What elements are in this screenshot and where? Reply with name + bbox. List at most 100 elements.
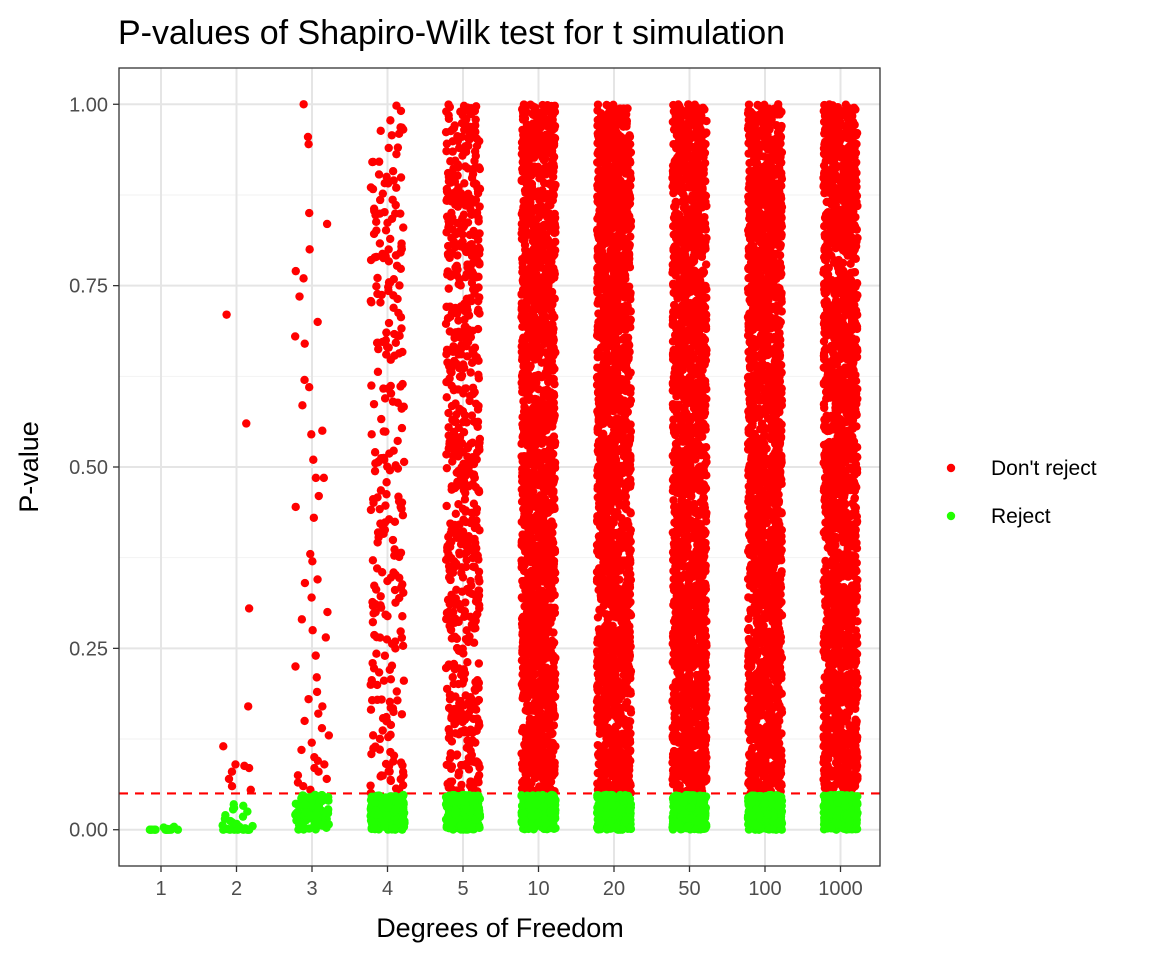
point-dont-reject xyxy=(376,772,385,781)
point-dont-reject xyxy=(399,223,408,232)
point-dont-reject xyxy=(372,282,381,291)
point-dont-reject xyxy=(222,310,231,319)
point-dont-reject xyxy=(533,766,542,775)
point-dont-reject xyxy=(370,581,379,590)
point-dont-reject xyxy=(393,696,402,705)
point-dont-reject xyxy=(389,446,398,455)
point-dont-reject xyxy=(224,774,234,784)
point-dont-reject xyxy=(545,722,554,732)
point-dont-reject xyxy=(308,557,317,566)
point-dont-reject xyxy=(392,149,401,159)
point-dont-reject xyxy=(383,462,392,471)
point-dont-reject xyxy=(533,561,543,571)
point-reject xyxy=(305,811,315,820)
point-dont-reject xyxy=(368,556,378,565)
point-dont-reject xyxy=(444,408,453,418)
point-dont-reject xyxy=(528,237,538,246)
point-dont-reject xyxy=(305,208,314,218)
point-dont-reject xyxy=(538,723,547,733)
point-dont-reject xyxy=(384,245,393,254)
point-dont-reject xyxy=(451,230,461,239)
point-dont-reject xyxy=(463,263,472,272)
point-dont-reject xyxy=(526,361,535,371)
point-dont-reject xyxy=(537,223,546,232)
point-dont-reject xyxy=(474,573,483,583)
point-dont-reject xyxy=(520,508,529,518)
point-dont-reject xyxy=(454,711,464,720)
point-dont-reject xyxy=(535,614,544,623)
point-dont-reject xyxy=(374,668,384,677)
point-dont-reject xyxy=(443,249,453,259)
point-dont-reject xyxy=(374,533,383,542)
point-reject xyxy=(391,805,400,815)
point-dont-reject xyxy=(548,711,557,720)
point-dont-reject xyxy=(313,756,323,766)
point-dont-reject xyxy=(528,265,537,274)
point-dont-reject xyxy=(394,552,404,562)
point-dont-reject xyxy=(546,676,555,685)
point-dont-reject xyxy=(544,500,553,509)
point-dont-reject xyxy=(389,275,399,284)
point-dont-reject xyxy=(396,627,405,636)
point-dont-reject xyxy=(307,593,316,602)
point-reject xyxy=(534,818,544,827)
point-dont-reject xyxy=(396,264,406,274)
point-dont-reject xyxy=(444,431,453,440)
point-dont-reject xyxy=(388,704,398,713)
point-dont-reject xyxy=(541,564,550,573)
point-dont-reject xyxy=(385,234,395,244)
point-dont-reject xyxy=(471,399,481,409)
point-dont-reject xyxy=(447,482,456,491)
point-dont-reject xyxy=(443,194,452,204)
point-dont-reject xyxy=(452,634,462,643)
point-dont-reject xyxy=(384,343,393,352)
point-dont-reject xyxy=(464,637,473,647)
point-dont-reject xyxy=(399,676,409,685)
point-dont-reject xyxy=(469,726,478,736)
point-dont-reject xyxy=(395,331,404,341)
point-dont-reject xyxy=(219,742,228,751)
point-dont-reject xyxy=(375,504,384,514)
point-dont-reject xyxy=(447,590,456,599)
point-dont-reject xyxy=(384,766,393,776)
point-reject xyxy=(313,802,322,812)
point-dont-reject xyxy=(522,346,531,355)
point-dont-reject xyxy=(443,168,453,178)
point-dont-reject xyxy=(538,700,547,709)
point-dont-reject xyxy=(372,564,382,573)
point-dont-reject xyxy=(541,556,550,565)
point-dont-reject xyxy=(379,384,388,393)
point-reject xyxy=(294,802,304,811)
point-dont-reject xyxy=(317,723,327,733)
point-dont-reject xyxy=(547,544,557,553)
point-dont-reject xyxy=(544,462,553,471)
point-reject xyxy=(527,811,537,820)
point-dont-reject xyxy=(388,166,398,176)
point-dont-reject xyxy=(452,751,461,760)
point-dont-reject xyxy=(527,729,537,739)
point-dont-reject xyxy=(464,697,474,707)
point-dont-reject xyxy=(454,163,463,172)
point-dont-reject xyxy=(398,511,408,520)
point-dont-reject xyxy=(444,733,454,743)
point-dont-reject xyxy=(321,633,331,642)
point-dont-reject xyxy=(539,208,549,217)
point-dont-reject xyxy=(458,230,467,239)
point-dont-reject xyxy=(548,473,557,483)
point-dont-reject xyxy=(517,439,526,448)
point-dont-reject xyxy=(521,334,531,343)
point-dont-reject xyxy=(312,673,321,682)
point-dont-reject xyxy=(471,254,480,263)
point-dont-reject xyxy=(397,498,407,507)
point-dont-reject xyxy=(538,738,547,747)
point-dont-reject xyxy=(540,286,549,296)
point-dont-reject xyxy=(445,777,455,787)
point-dont-reject xyxy=(544,486,553,495)
point-dont-reject xyxy=(531,590,540,600)
point-dont-reject xyxy=(535,275,544,285)
point-dont-reject xyxy=(458,237,467,246)
point-dont-reject xyxy=(442,302,451,312)
point-dont-reject xyxy=(522,304,531,313)
point-reject xyxy=(399,790,408,800)
